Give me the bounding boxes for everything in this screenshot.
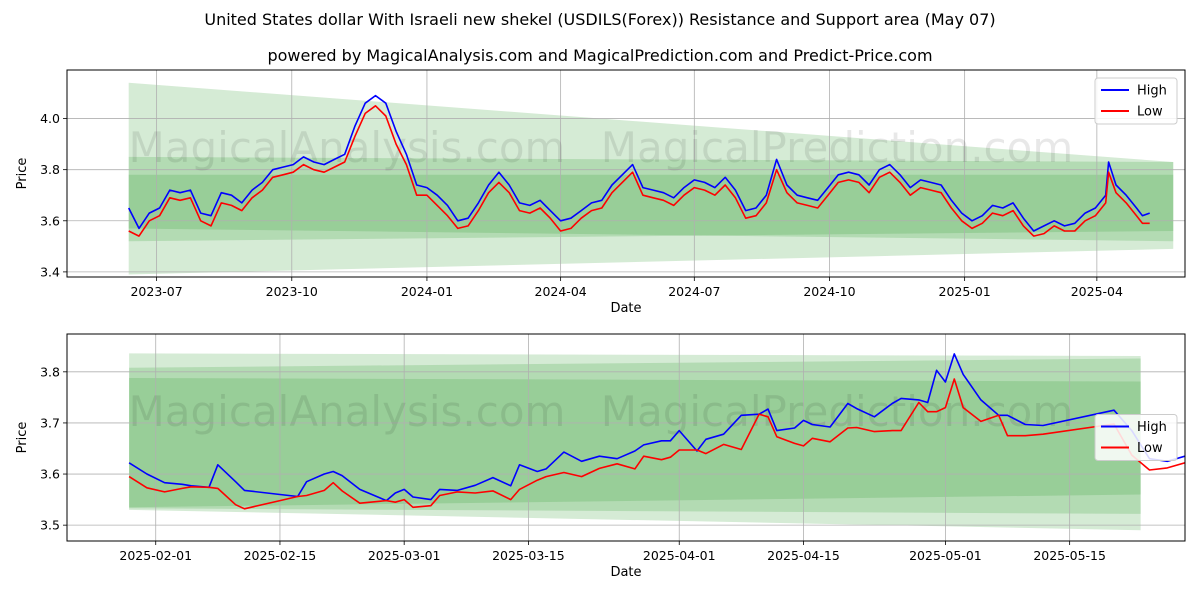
band-3: [128, 174, 1174, 242]
x-tick-label: 2025-04: [1071, 284, 1123, 299]
x-tick-label: 2025-03-15: [492, 548, 565, 563]
y-tick-label: 4.0: [40, 111, 60, 126]
x-tick-label: 2023-10: [266, 284, 318, 299]
band-1: [129, 353, 1141, 531]
legend-label-low: Low: [1137, 105, 1163, 120]
plot-frame: [66, 69, 1186, 278]
x-tick-label: 2025-01: [939, 284, 991, 299]
x-tick-label: 2025-03-01: [368, 548, 441, 563]
chart-2: MagicalAnalysis.com MagicalPrediction.com…: [15, 333, 1186, 580]
series-low-line: [128, 378, 1185, 510]
plot-frame: [66, 333, 1186, 542]
x-tick-label: 2024-07: [668, 284, 720, 299]
x-tick-label: 2025-04-01: [643, 548, 716, 563]
x-axis-label: Date: [610, 301, 641, 316]
x-tick-label: 2025-02-01: [119, 548, 192, 563]
band-1: [128, 82, 1174, 275]
legend: High Low: [1094, 414, 1178, 461]
x-tick-label: 2025-02-15: [244, 548, 317, 563]
watermark-analysis: MagicalAnalysis.com: [129, 387, 566, 436]
chart-subtitle: powered by MagicalAnalysis.com and Magic…: [267, 46, 933, 65]
chart-1: MagicalAnalysis.com MagicalPrediction.com…: [15, 69, 1186, 316]
y-tick-label: 3.6: [40, 213, 60, 228]
legend-label-low: Low: [1137, 441, 1163, 456]
band-2: [128, 156, 1174, 242]
x-tick-label: 2024-10: [803, 284, 855, 299]
x-axis-label: Date: [610, 565, 641, 580]
chart-title: United States dollar With Israeli new sh…: [204, 10, 996, 29]
x-tick-label: 2024-01: [401, 284, 453, 299]
x-tick-label: 2025-05-15: [1033, 548, 1106, 563]
y-tick-label: 3.8: [40, 364, 60, 379]
series-high-line: [127, 94, 1150, 232]
x-tick-label: 2025-05-01: [909, 548, 982, 563]
x-tick-label: 2025-04-15: [767, 548, 840, 563]
legend: High Low: [1094, 77, 1178, 125]
y-tick-label: 3.5: [40, 518, 60, 533]
y-tick-label: 3.7: [40, 415, 60, 430]
y-tick-label: 3.6: [40, 467, 60, 482]
y-tick-label: 3.8: [40, 162, 60, 177]
y-tick-label: 3.4: [40, 264, 60, 279]
series-high-line: [128, 353, 1185, 502]
legend-label-high: High: [1137, 84, 1167, 99]
watermark-prediction: MagicalPrediction.com: [601, 387, 1074, 436]
legend-label-high: High: [1137, 420, 1167, 435]
x-tick-label: 2024-04: [535, 284, 587, 299]
watermark-prediction: MagicalPrediction.com: [601, 123, 1074, 172]
band-3: [129, 377, 1141, 508]
series-low-line: [128, 105, 1150, 237]
y-axis-label: Price: [15, 422, 30, 454]
y-axis-label: Price: [15, 158, 30, 190]
band-2: [129, 358, 1141, 514]
x-tick-label: 2023-07: [130, 284, 182, 299]
